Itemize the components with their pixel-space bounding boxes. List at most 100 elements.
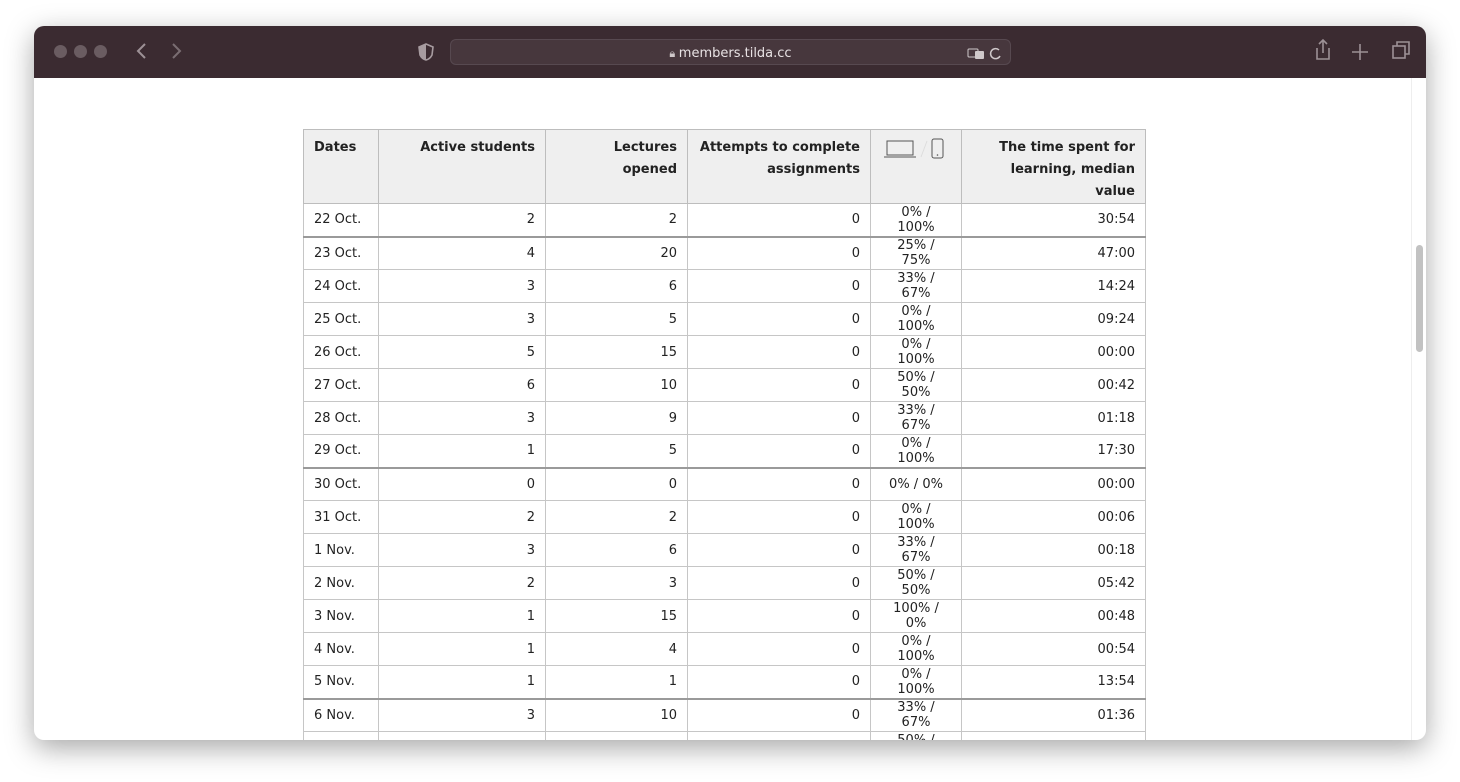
value-cell: 33% / 67% — [870, 401, 962, 435]
table-row: 7 Nov.26050% / 50%83:24 — [303, 731, 1146, 740]
value-cell: 100% / 0% — [870, 599, 962, 633]
date-cell: 22 Oct. — [303, 203, 379, 238]
value-cell: 2 — [378, 731, 546, 740]
value-cell: 2 — [545, 203, 688, 238]
value-cell: 00:00 — [961, 335, 1146, 369]
value-cell: 01:18 — [961, 401, 1146, 435]
value-cell: 33% / 67% — [870, 533, 962, 567]
value-cell: 01:36 — [961, 698, 1146, 732]
value-cell: 0 — [687, 665, 871, 700]
device-icons — [884, 138, 944, 159]
column-header: Active students — [378, 129, 546, 204]
value-cell: 15 — [545, 599, 688, 633]
value-cell: 0 — [687, 632, 871, 666]
nav-buttons[interactable] — [129, 26, 189, 78]
value-cell: 0 — [687, 236, 871, 270]
value-cell: 2 — [378, 203, 546, 238]
value-cell: 00:48 — [961, 599, 1146, 633]
value-cell: 15 — [545, 335, 688, 369]
value-cell: 9 — [545, 401, 688, 435]
table-row: 5 Nov. 1 1 0 0% / 100% 13:54 — [303, 665, 1146, 700]
value-cell: 3 — [378, 698, 546, 732]
value-cell: 13:54 — [961, 665, 1146, 700]
value-cell: 0% / 100% — [870, 302, 962, 336]
value-cell: 1 — [545, 665, 688, 700]
value-cell: 0 — [545, 467, 688, 501]
shield-icon[interactable] — [416, 42, 436, 62]
column-header: Lectures opened — [545, 129, 688, 204]
date-cell: 30 Oct. — [303, 467, 379, 501]
table-row: 27 Oct. 6 10 0 50% / 50% 00:42 — [303, 368, 1146, 402]
value-cell: 25% / 75% — [870, 236, 962, 270]
value-cell: 17:30 — [961, 434, 1146, 469]
value-cell: 1 — [378, 434, 546, 469]
stats-table: Dates Active students Lectures opened Attem… — [303, 129, 1146, 740]
table-row: 29 Oct. 1 5 0 0% / 100% 17:30 — [303, 434, 1146, 469]
value-cell: 1 — [378, 599, 546, 633]
table-row: 28 Oct. 3 9 0 33% / 67% 01:18 — [303, 401, 1146, 435]
value-cell: 3 — [378, 533, 546, 567]
date-cell: 4 Nov. — [303, 632, 379, 666]
window-actions[interactable] — [1309, 26, 1419, 78]
date-cell: 25 Oct. — [303, 302, 379, 336]
date-cell: 1 Nov. — [303, 533, 379, 567]
value-cell: 0% / 100% — [870, 665, 962, 700]
value-cell: 10 — [545, 698, 688, 732]
date-cell: 26 Oct. — [303, 335, 379, 369]
value-cell: 0 — [687, 434, 871, 469]
table-row: 30 Oct. 0 0 0 0% / 0% 00:00 — [303, 467, 1146, 501]
scrollbar-thumb[interactable] — [1416, 245, 1423, 352]
value-cell: 00:54 — [961, 632, 1146, 666]
minimize-button[interactable] — [74, 45, 87, 58]
date-cell: 3 Nov. — [303, 599, 379, 633]
value-cell: 0 — [687, 599, 871, 633]
table-row: 26 Oct. 5 15 0 0% / 100% 00:00 — [303, 335, 1146, 369]
value-cell: 83:24 — [961, 731, 1146, 740]
table-row: 2 Nov. 2 3 0 50% / 50% 05:42 — [303, 566, 1146, 600]
table-row: 1 Nov. 3 6 0 33% / 67% 00:18 — [303, 533, 1146, 567]
value-cell: 0 — [687, 698, 871, 732]
table-row: 31 Oct. 2 2 0 0% / 100% 00:06 — [303, 500, 1146, 534]
value-cell: 3 — [378, 401, 546, 435]
value-cell: 00:00 — [961, 467, 1146, 501]
value-cell: 4 — [545, 632, 688, 666]
url-text: members.tilda.cc — [678, 46, 792, 61]
value-cell: 20 — [545, 236, 688, 270]
close-button[interactable] — [54, 45, 67, 58]
zoom-button[interactable] — [94, 45, 107, 58]
table-row: 6 Nov. 3 10 0 33% / 67% 01:36 — [303, 698, 1146, 732]
value-cell: 3 — [545, 566, 688, 600]
date-cell: 24 Oct. — [303, 269, 379, 303]
date-cell: 28 Oct. — [303, 401, 379, 435]
value-cell: 00:18 — [961, 533, 1146, 567]
value-cell: 0 — [687, 203, 871, 238]
value-cell: 6 — [378, 368, 546, 402]
value-cell: 00:06 — [961, 500, 1146, 534]
value-cell: 0 — [687, 401, 871, 435]
value-cell: 2 — [378, 566, 546, 600]
column-header: Attempts to complete assignments — [687, 129, 871, 204]
value-cell: 0% / 100% — [870, 335, 962, 369]
date-cell: 29 Oct. — [303, 434, 379, 469]
value-cell: 1 — [378, 665, 546, 700]
value-cell: 0% / 100% — [870, 203, 962, 238]
value-cell: 2 — [545, 500, 688, 534]
value-cell: 2 — [378, 500, 546, 534]
address-bar[interactable]: 🔒︎ members.tilda.cc — [450, 39, 1011, 65]
value-cell: 0 — [687, 467, 871, 501]
scrollbar-track — [1411, 78, 1426, 740]
value-cell: 0% / 100% — [870, 500, 962, 534]
table-row: 25 Oct. 3 5 0 0% / 100% 09:24 — [303, 302, 1146, 336]
column-header: The time spent for learning, median valu… — [961, 129, 1146, 204]
value-cell: 0% / 0% — [870, 467, 962, 501]
address-icons[interactable] — [966, 43, 1006, 63]
header-row: Dates Active students Lectures opened Attem… — [303, 129, 1146, 204]
value-cell: 0 — [687, 335, 871, 369]
toolbar: 🔒︎ members.tilda.cc — [34, 26, 1426, 78]
date-cell: 7 Nov. — [303, 731, 379, 740]
table-row: 23 Oct. 4 20 0 25% / 75% 47:00 — [303, 236, 1146, 270]
value-cell: 4 — [378, 236, 546, 270]
value-cell: 0% / 100% — [870, 434, 962, 469]
value-cell: 3 — [378, 269, 546, 303]
table-row: 3 Nov. 1 15 0 100% / 0% 00:48 — [303, 599, 1146, 633]
